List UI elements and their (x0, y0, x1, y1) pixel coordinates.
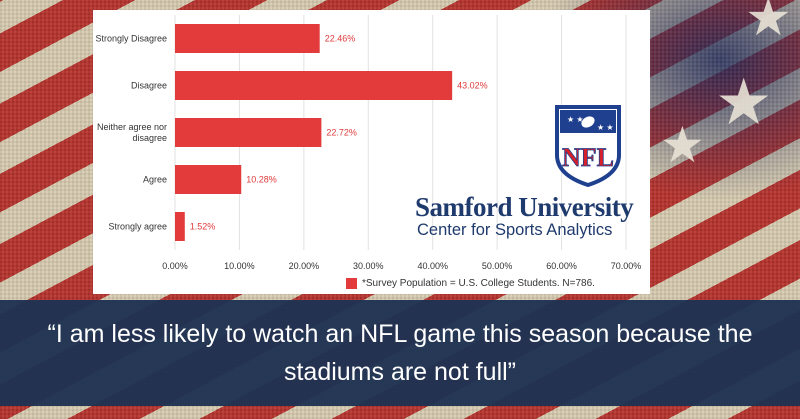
quote-line-1: “I am less likely to watch an NFL game t… (47, 320, 753, 348)
bar (175, 165, 242, 194)
value-label: 1.52% (190, 222, 216, 232)
x-tick-label: 0.00% (162, 261, 188, 271)
star-icon: ★ (745, 0, 792, 47)
nfl-logo-text: NFL (562, 143, 614, 172)
legend-label: *Survey Population = U.S. College Studen… (362, 278, 595, 289)
value-label: 22.46% (325, 34, 356, 44)
legend: *Survey Population = U.S. College Studen… (346, 278, 595, 289)
x-tick-label: 10.00% (224, 261, 255, 271)
category-label: Neither agree nor disagree (97, 122, 167, 143)
category-label: Strongly Disagree (95, 34, 167, 44)
bar-chart: 0.00% 10.00% 20.00% 30.00% 40.00% 50.00% 60.00… (95, 15, 642, 271)
value-label: 43.02% (457, 81, 488, 91)
x-tick-label: 40.00% (417, 261, 448, 271)
x-tick-label: 60.00% (546, 261, 577, 271)
x-tick-label: 70.00% (611, 261, 642, 271)
bar (175, 24, 320, 53)
quote-banner (0, 300, 800, 406)
value-label: 10.28% (246, 175, 277, 185)
category-label: Agree (143, 175, 167, 185)
nfl-shield-icon: ★ ★ ★ ★ ★ NFL (555, 105, 621, 187)
svg-text:★ ★ ★: ★ ★ ★ (567, 115, 593, 124)
quote-line-2: stadiums are not full” (283, 358, 517, 386)
value-label: 22.72% (326, 128, 357, 138)
samford-subtitle: Center for Sports Analytics (417, 221, 613, 239)
bar (175, 212, 185, 241)
x-tick-label: 20.00% (289, 261, 320, 271)
star-icon: ★ (660, 117, 705, 173)
category-label: Disagree (131, 81, 167, 91)
star-icon: ★ (715, 66, 773, 138)
x-tick-label: 50.00% (482, 261, 513, 271)
legend-swatch (346, 278, 357, 289)
x-tick-label: 30.00% (353, 261, 384, 271)
samford-university-logo: Samford University (415, 192, 634, 222)
category-label: Strongly agree (108, 222, 167, 232)
quote-text: “I am less likely to watch an NFL game t… (10, 315, 790, 391)
bar (175, 71, 453, 100)
bar (175, 118, 322, 147)
svg-text:★ ★: ★ ★ (597, 123, 614, 132)
